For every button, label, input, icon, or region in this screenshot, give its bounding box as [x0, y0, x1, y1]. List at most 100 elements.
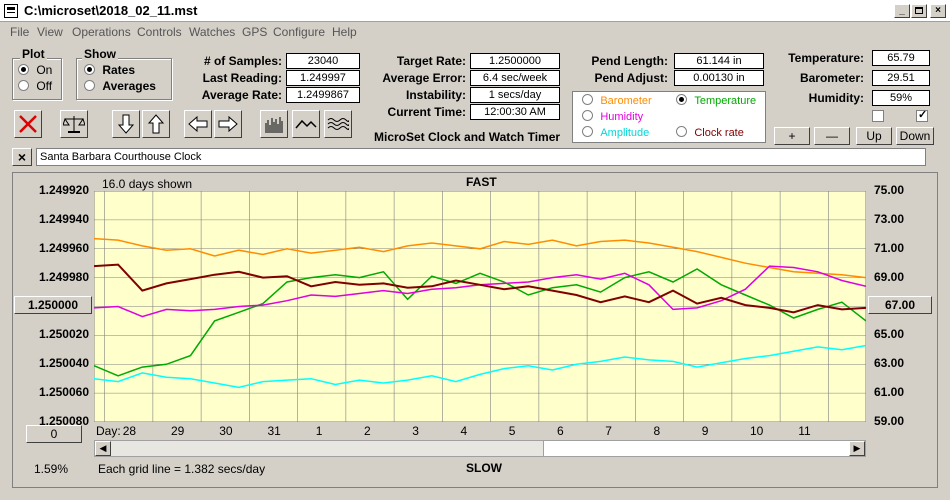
- left-tick-label: 1.249940: [38, 211, 89, 226]
- sensor-options-box: [572, 91, 766, 143]
- pend-adjust-label: Pend Adjust:: [594, 71, 668, 85]
- arrow-up-button[interactable]: [142, 110, 170, 138]
- x-tick-label: 10: [749, 424, 764, 438]
- humidity-radio[interactable]: Humidity: [582, 110, 643, 124]
- right-axis-center-button[interactable]: 67.00: [868, 296, 932, 314]
- pend-length-field[interactable]: 61.144 in: [674, 53, 764, 69]
- show-averages-radio[interactable]: Averages: [84, 79, 156, 94]
- arrow-down-icon: [117, 114, 135, 134]
- minimize-button[interactable]: _: [894, 4, 910, 18]
- menu-controls[interactable]: Controls: [137, 25, 182, 39]
- arrow-left-button[interactable]: [184, 110, 212, 138]
- humidity-option-label: Humidity: [600, 111, 644, 123]
- plot-off-radio[interactable]: Off: [18, 79, 52, 94]
- app-icon[interactable]: [4, 4, 18, 18]
- zero-button[interactable]: 0: [26, 425, 82, 443]
- clock-rate-radio[interactable]: Clock rate: [676, 126, 744, 140]
- left-checkbox[interactable]: [872, 110, 884, 122]
- show-rates-radio[interactable]: Rates: [84, 63, 136, 78]
- multiwave-view-button[interactable]: [324, 110, 352, 138]
- arrow-right-button[interactable]: [214, 110, 242, 138]
- menu-watches[interactable]: Watches: [189, 25, 236, 39]
- x-tick-label: 8: [653, 424, 661, 438]
- x-tick-label: 30: [219, 424, 233, 438]
- clock-name-input[interactable]: Santa Barbara Courthouse Clock: [36, 148, 926, 166]
- barometer-radio[interactable]: Barometer: [582, 94, 652, 108]
- x-tick-label: 28: [122, 424, 137, 438]
- menu-bar: File View Operations Controls Watches GP…: [0, 22, 950, 42]
- menu-gps[interactable]: GPS: [242, 25, 268, 39]
- radio-selected-icon: [676, 94, 687, 105]
- minimize-icon: _: [899, 5, 905, 16]
- plot-on-label: On: [36, 63, 53, 77]
- menu-view[interactable]: View: [37, 25, 63, 39]
- average-error-label: Average Error:: [382, 71, 466, 85]
- average-error-field: 6.4 sec/week: [470, 70, 560, 86]
- plus-button[interactable]: +: [774, 127, 810, 145]
- grid-note: Each grid line = 1.382 secs/day: [98, 462, 266, 476]
- x-tick-label: 29: [170, 424, 185, 438]
- left-tick-label: 1.249980: [38, 269, 89, 284]
- right-tick-label: 61.00: [874, 385, 905, 400]
- pend-adjust-field[interactable]: 0.00130 in: [674, 70, 764, 86]
- up-button[interactable]: Up: [856, 127, 892, 145]
- left-axis-center-button[interactable]: 1.250000: [14, 296, 92, 314]
- scroll-right-button[interactable]: ▶: [849, 441, 865, 456]
- day-axis-label: Day:: [96, 424, 121, 438]
- radio-selected-icon: [84, 64, 95, 75]
- plot-group-title: Plot: [20, 47, 47, 61]
- show-rates-label: Rates: [102, 63, 136, 77]
- target-rate-label: Target Rate:: [396, 54, 466, 68]
- fast-label: FAST: [466, 175, 497, 189]
- right-tick-label: 73.00: [874, 211, 905, 226]
- right-tick-label: 63.00: [874, 356, 905, 371]
- stop-button[interactable]: [14, 110, 42, 138]
- window-title: C:\microset\2018_02_11.mst: [24, 3, 198, 18]
- target-rate-field[interactable]: 1.2500000: [470, 53, 560, 69]
- menu-configure[interactable]: Configure: [273, 25, 326, 39]
- left-tick-label: 1.250060: [38, 385, 89, 400]
- balance-button[interactable]: [60, 110, 88, 138]
- radio-unselected-icon: [676, 126, 687, 137]
- close-button[interactable]: ×: [930, 4, 946, 18]
- left-tick-label: 1.250020: [38, 327, 89, 342]
- clear-clock-button[interactable]: ×: [12, 148, 32, 166]
- arrow-left-icon: [188, 115, 208, 133]
- multi-wave-icon: [327, 118, 349, 130]
- arrow-down-button[interactable]: [112, 110, 140, 138]
- right-tick-label: 75.00: [874, 183, 905, 197]
- horizontal-scrollbar[interactable]: ◀ ▶: [94, 440, 866, 457]
- amplitude-radio[interactable]: Amplitude: [582, 126, 649, 140]
- minus-button[interactable]: —: [814, 127, 850, 145]
- left-tick-label: 1.249920: [38, 183, 89, 197]
- rate-chart[interactable]: [94, 191, 866, 422]
- percent-readout: 1.59%: [34, 462, 69, 476]
- left-tick-label: 1.250080: [38, 414, 89, 428]
- barometer-label: Barometer:: [799, 71, 864, 85]
- series-line-4: [94, 263, 866, 314]
- right-checkbox[interactable]: ✓: [916, 109, 928, 122]
- bar-graph-icon: [265, 117, 283, 133]
- maximize-button[interactable]: [911, 4, 927, 18]
- menu-help[interactable]: Help: [332, 25, 357, 39]
- scale-icon: [63, 116, 85, 133]
- x-tick-label: 2: [363, 424, 371, 438]
- instability-field: 1 secs/day: [470, 87, 560, 103]
- down-button[interactable]: Down: [896, 127, 934, 145]
- red-x-icon: [19, 115, 37, 133]
- samples-label: # of Samples:: [203, 54, 282, 68]
- scroll-thumb[interactable]: [543, 441, 849, 456]
- temperature-radio[interactable]: Temperature: [676, 94, 756, 108]
- menu-file[interactable]: File: [10, 25, 30, 39]
- show-averages-label: Averages: [102, 79, 156, 93]
- barometer-option-label: Barometer: [600, 95, 652, 107]
- bars-view-button[interactable]: [260, 110, 288, 138]
- average-rate-field: 1.2499867: [286, 87, 360, 103]
- radio-unselected-icon: [582, 94, 593, 105]
- plot-on-radio[interactable]: On: [18, 63, 53, 78]
- series-line-0: [94, 237, 866, 279]
- right-tick-label: 69.00: [874, 269, 905, 284]
- menu-operations[interactable]: Operations: [72, 25, 131, 39]
- scroll-left-button[interactable]: ◀: [95, 441, 111, 456]
- wave-view-button[interactable]: [292, 110, 320, 138]
